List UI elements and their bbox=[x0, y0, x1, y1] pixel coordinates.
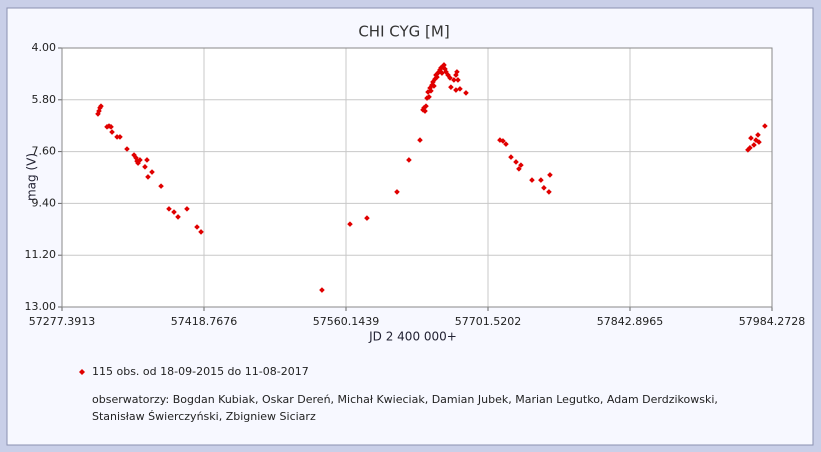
data-point bbox=[439, 70, 445, 76]
data-point bbox=[194, 224, 200, 230]
data-point bbox=[457, 86, 463, 92]
data-point bbox=[448, 84, 454, 90]
data-point bbox=[762, 123, 768, 129]
data-point bbox=[134, 158, 140, 164]
data-point bbox=[518, 162, 524, 168]
y-tick-label: 5.80 bbox=[32, 93, 57, 106]
data-point bbox=[546, 189, 552, 195]
observers: obserwatorzy: Bogdan Kubiak, Oskar Dereń… bbox=[92, 393, 718, 406]
y-tick-label: 11.20 bbox=[25, 248, 57, 261]
data-point bbox=[108, 124, 114, 130]
observers: Stanisław Świerczyński, Zbigniew Siciarz bbox=[92, 410, 316, 423]
data-point bbox=[443, 69, 449, 75]
data-point bbox=[171, 209, 177, 215]
data-point bbox=[454, 69, 460, 75]
data-point bbox=[428, 88, 434, 94]
data-point bbox=[747, 145, 753, 151]
data-point bbox=[455, 77, 461, 83]
chart-title: CHI CYG [M] bbox=[358, 23, 449, 41]
plot-border bbox=[61, 47, 773, 308]
data-point bbox=[751, 142, 757, 148]
data-point bbox=[431, 83, 437, 89]
legend-marker bbox=[79, 369, 85, 375]
data-point bbox=[417, 137, 423, 143]
data-point bbox=[497, 137, 503, 143]
y-axis-label: mag (V) bbox=[25, 153, 39, 201]
data-point bbox=[503, 141, 509, 147]
data-point bbox=[158, 183, 164, 189]
data-point bbox=[425, 89, 431, 95]
y-tick-label: 7.60 bbox=[32, 145, 57, 158]
data-point bbox=[166, 206, 172, 212]
data-point bbox=[124, 146, 130, 152]
data-point bbox=[427, 85, 433, 91]
data-point bbox=[529, 177, 535, 183]
data-point bbox=[198, 229, 204, 235]
data-point bbox=[500, 138, 506, 144]
data-point bbox=[347, 221, 353, 227]
data-point bbox=[513, 159, 519, 165]
y-tick-label: 13.00 bbox=[25, 300, 57, 313]
data-point bbox=[426, 94, 432, 100]
data-point bbox=[436, 69, 442, 75]
data-point bbox=[441, 62, 447, 68]
data-point bbox=[114, 134, 120, 140]
data-point bbox=[538, 177, 544, 183]
data-point bbox=[144, 157, 150, 163]
data-point bbox=[142, 164, 148, 170]
y-tick-label: 9.40 bbox=[32, 196, 57, 209]
data-point bbox=[137, 157, 143, 163]
data-point bbox=[447, 75, 453, 81]
x-tick-label: 57418.7676 bbox=[171, 315, 237, 328]
data-point bbox=[445, 72, 451, 78]
data-point bbox=[406, 157, 412, 163]
legend-label: 115 obs. od 18-09-2015 do 11-08-2017 bbox=[92, 365, 309, 378]
data-point bbox=[453, 72, 459, 78]
data-point bbox=[453, 87, 459, 93]
data-point bbox=[451, 77, 457, 83]
data-point bbox=[422, 108, 428, 114]
x-tick-label: 57277.3913 bbox=[29, 315, 95, 328]
x-tick-label: 57701.5202 bbox=[455, 315, 521, 328]
data-point bbox=[394, 189, 400, 195]
y-tick-label: 4.00 bbox=[32, 41, 57, 54]
data-point bbox=[98, 103, 104, 109]
x-tick-label: 57560.1439 bbox=[313, 315, 379, 328]
x-tick-label: 57842.8965 bbox=[597, 315, 663, 328]
data-point bbox=[755, 132, 761, 138]
data-point bbox=[516, 166, 522, 172]
data-point bbox=[434, 74, 440, 80]
data-point bbox=[319, 287, 325, 293]
x-axis-label: JD 2 400 000+ bbox=[368, 330, 457, 344]
x-tick-label: 57984.2728 bbox=[739, 315, 805, 328]
data-point bbox=[149, 169, 155, 175]
data-point bbox=[463, 90, 469, 96]
data-point bbox=[423, 103, 429, 109]
data-point bbox=[508, 154, 514, 160]
plot-area bbox=[61, 47, 773, 308]
data-point bbox=[541, 185, 547, 191]
data-point bbox=[438, 65, 444, 71]
data-point bbox=[175, 214, 181, 220]
data-point bbox=[117, 134, 123, 140]
data-point bbox=[756, 139, 762, 145]
data-point bbox=[109, 129, 115, 135]
data-point bbox=[547, 172, 553, 178]
data-point bbox=[364, 215, 370, 221]
data-point bbox=[184, 206, 190, 212]
data-point bbox=[748, 135, 754, 141]
data-point bbox=[145, 174, 151, 180]
data-point bbox=[429, 82, 435, 88]
